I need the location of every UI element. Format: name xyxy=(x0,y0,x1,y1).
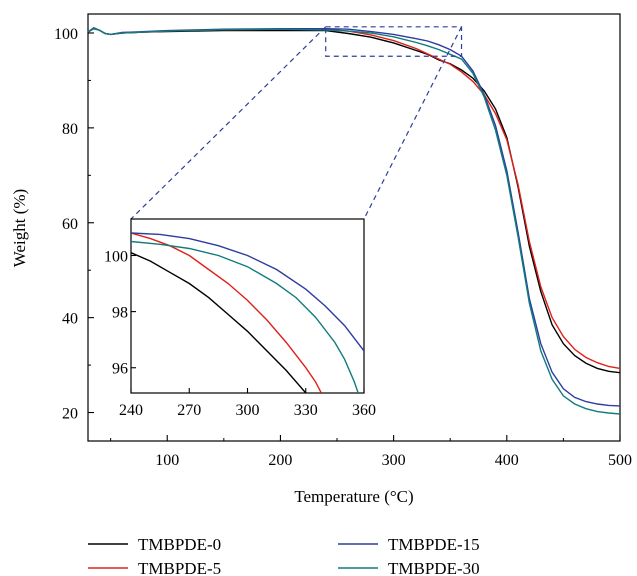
inset-axes: 240 270 300 330 360 96 98 100 xyxy=(104,248,376,419)
legend-label-tmbpde-15: TMBPDE-15 xyxy=(388,535,480,554)
x-tick-label: 300 xyxy=(382,452,406,469)
inset-series-line-tmbpde-0 xyxy=(131,252,307,393)
x-tick-label: 500 xyxy=(608,452,632,469)
zoom-indicator xyxy=(130,26,463,220)
y-tick-label: 100 xyxy=(54,26,78,43)
legend-label-tmbpde-0: TMBPDE-0 xyxy=(138,535,221,554)
inset-series-line-tmbpde-5 xyxy=(131,232,322,393)
main-plot-area xyxy=(87,13,621,442)
x-tick-label: 400 xyxy=(495,452,519,469)
inset-series-line-tmbpde-30 xyxy=(131,240,359,393)
inset-y-tick-label: 96 xyxy=(112,361,128,378)
inset-y-tick-label: 98 xyxy=(112,305,128,322)
x-tick-label: 200 xyxy=(268,452,292,469)
main-series-group xyxy=(87,27,621,415)
y-tick-label: 60 xyxy=(62,216,78,233)
inset-x-tick-label: 240 xyxy=(119,402,143,419)
main-axes: 100 200 300 400 500 20 40 60 80 100 xyxy=(54,26,632,469)
inset-y-tick-label: 100 xyxy=(104,248,128,265)
zoom-connector-left xyxy=(130,26,327,220)
inset-x-tick-label: 300 xyxy=(236,402,260,419)
inset-series-line-tmbpde-15 xyxy=(131,232,364,352)
inset-x-tick-label: 360 xyxy=(352,402,376,419)
zoom-box xyxy=(325,26,463,57)
inset-x-tick-label: 270 xyxy=(177,402,201,419)
y-tick-label: 40 xyxy=(62,311,78,328)
y-tick-label: 20 xyxy=(62,406,78,423)
legend-label-tmbpde-5: TMBPDE-5 xyxy=(138,559,221,576)
inset-x-tick-label: 330 xyxy=(294,402,318,419)
x-axis-title: Temperature (°C) xyxy=(294,487,413,506)
x-tick-label: 100 xyxy=(155,452,179,469)
legend: TMBPDE-0 TMBPDE-5 TMBPDE-15 TMBPDE-30 xyxy=(88,535,480,576)
inset-series-group xyxy=(131,232,364,393)
legend-label-tmbpde-30: TMBPDE-30 xyxy=(388,559,480,576)
y-tick-label: 80 xyxy=(62,121,78,138)
zoom-connector-right xyxy=(363,26,463,220)
series-line-tmbpde-30 xyxy=(87,27,621,415)
y-axis-title: Weight (%) xyxy=(10,189,29,267)
